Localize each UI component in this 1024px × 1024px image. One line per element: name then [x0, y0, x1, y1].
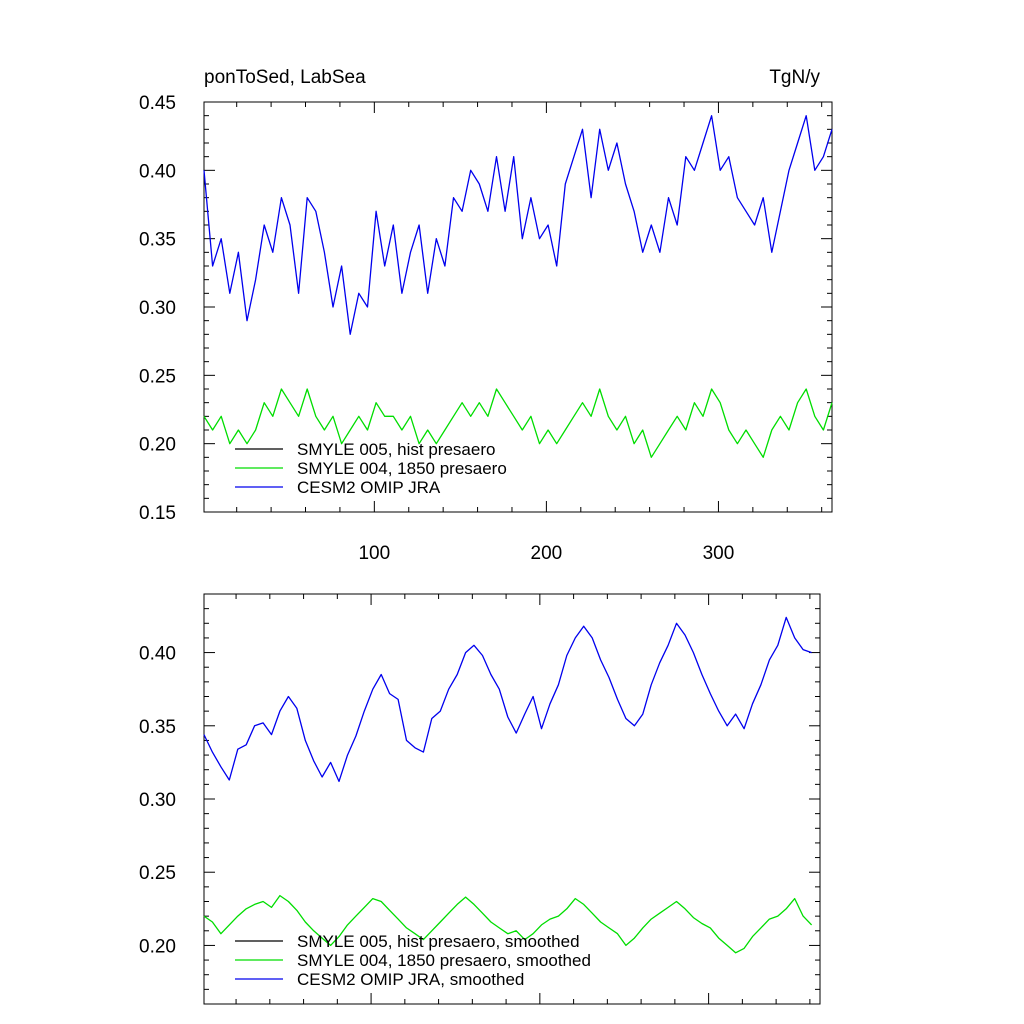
y-tick-label: 0.35 — [139, 230, 176, 251]
y-tick-label: 0.40 — [139, 161, 176, 182]
legend-label: SMYLE 004, 1850 presaero, smoothed — [297, 951, 591, 970]
y-tick-label: 0.35 — [139, 717, 176, 738]
chart-units-label: TgN/y — [769, 67, 820, 88]
legend-label: SMYLE 005, hist presaero, smoothed — [297, 932, 580, 951]
x-tick-labels-top: 100 200 300 — [358, 543, 734, 564]
y-tick-label: 0.40 — [139, 644, 176, 665]
x-tick-label: 200 — [531, 543, 563, 564]
legend-label: CESM2 OMIP JRA, smoothed — [297, 970, 524, 989]
chart-title-left: ponToSed, LabSea — [204, 67, 366, 88]
series-line-0 — [203, 616, 812, 783]
series-line-1 — [203, 894, 813, 954]
y-tick-label: 0.25 — [139, 366, 176, 387]
legend-label: CESM2 OMIP JRA — [297, 478, 441, 497]
x-tick-label: 100 — [358, 543, 390, 564]
y-tick-label: 0.15 — [139, 503, 176, 524]
axis-ticks-top — [204, 101, 832, 513]
y-tick-label: 0.30 — [139, 298, 176, 319]
legend-bottom: SMYLE 005, hist presaero, smoothedSMYLE … — [235, 932, 591, 989]
y-tick-labels-top: 0.15 0.20 0.25 0.30 0.35 0.40 0.45 — [139, 93, 176, 524]
series-lines-top — [203, 115, 833, 458]
smoothed-timeseries-panel: 0.20 0.25 0.30 0.35 0.40 SMYLE 005, hist pre… — [139, 593, 821, 1005]
y-tick-label: 0.20 — [139, 936, 176, 957]
legend-label: SMYLE 004, 1850 presaero — [297, 459, 507, 478]
y-tick-label: 0.25 — [139, 863, 176, 884]
series-line-0 — [203, 115, 833, 335]
y-tick-labels-bottom: 0.20 0.25 0.30 0.35 0.40 — [139, 644, 176, 958]
legend-label: SMYLE 005, hist presaero — [297, 440, 495, 459]
y-tick-label: 0.30 — [139, 790, 176, 811]
y-tick-label: 0.45 — [139, 93, 176, 114]
raw-timeseries-panel: ponToSed, LabSea TgN/y 0.150.200.250.300… — [139, 67, 833, 564]
series-line-1 — [203, 388, 833, 458]
y-tick-label: 0.20 — [139, 435, 176, 456]
series-lines-bottom — [203, 616, 813, 954]
axis-ticks-bottom — [204, 593, 820, 1005]
x-tick-label: 300 — [703, 543, 735, 564]
